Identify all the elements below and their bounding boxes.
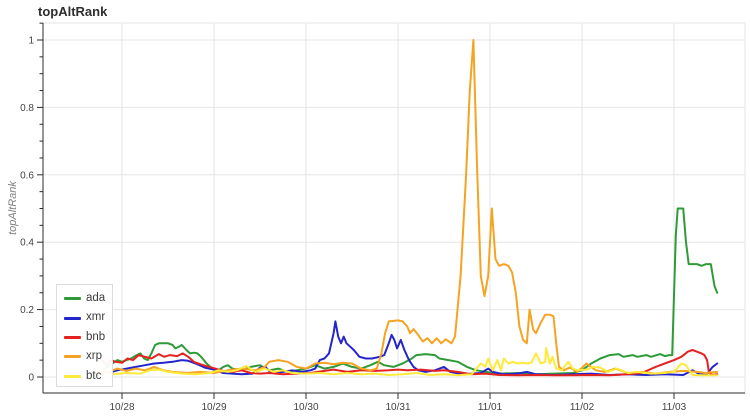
y-tick-label: 0.2 [20,305,34,316]
x-tick-label: 11/02 [570,402,595,413]
legend-label: xrp [86,350,102,363]
legend-item-btc[interactable]: btc [64,367,112,386]
series-line-ada [97,207,719,376]
series-line-bnb [97,349,719,377]
legend-swatch-btc [64,374,81,378]
legend-item-ada[interactable]: ada [64,289,112,308]
legend-swatch-xrp [64,355,81,359]
legend: ada xmr bnb xrp btc [56,284,113,387]
legend-item-xrp[interactable]: xrp [64,347,112,366]
y-tick-label: 0 [28,373,34,384]
legend-label: bnb [86,330,106,343]
y-tick-label: 1 [28,36,34,47]
y-tick-label: 0.4 [20,238,34,249]
legend-item-xmr[interactable]: xmr [64,308,112,327]
legend-label: btc [86,369,102,382]
series-line-xrp [97,39,719,375]
legend-label: xmr [86,311,106,324]
legend-swatch-bnb [64,335,81,339]
chart-title: topAltRank [38,4,108,19]
y-tick-label: 0.6 [20,170,34,181]
legend-swatch-xmr [64,316,81,320]
x-tick-label: 10/31 [385,402,410,413]
series-line-btc [97,347,719,377]
x-tick-label: 10/28 [109,402,134,413]
x-tick-label: 10/30 [293,402,318,413]
x-tick-label: 11/03 [662,402,687,413]
legend-label: ada [86,291,106,304]
x-tick-label: 10/29 [201,402,226,413]
x-tick-label: 11/01 [478,402,503,413]
legend-item-bnb[interactable]: bnb [64,328,112,347]
legend-swatch-ada [64,297,81,301]
y-tick-label: 0.8 [20,103,34,114]
